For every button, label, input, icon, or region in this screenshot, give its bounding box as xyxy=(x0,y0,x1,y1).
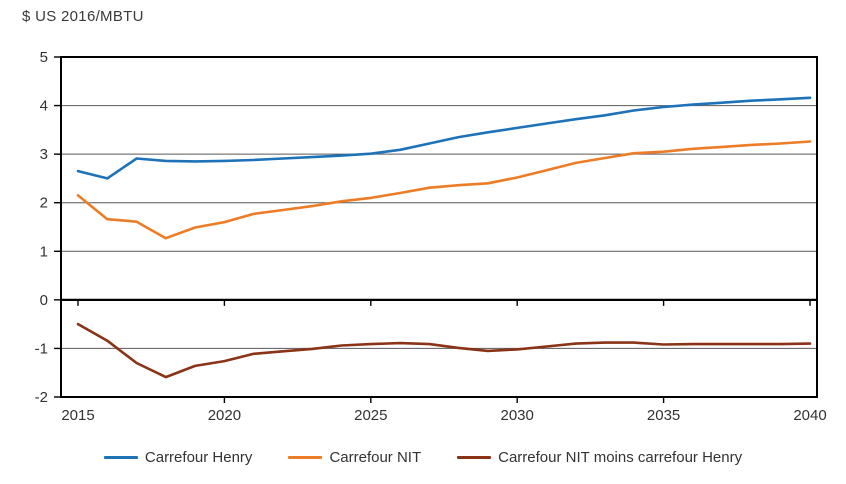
series-line-carrefour-henry xyxy=(76,96,812,180)
legend-swatch xyxy=(103,456,138,459)
legend-swatch xyxy=(457,456,492,459)
plot-border xyxy=(60,56,818,398)
y-tick-label: 0 xyxy=(40,292,48,309)
legend-label: Carrefour NIT moins carrefour Henry xyxy=(498,449,743,466)
x-tick-label: 2035 xyxy=(647,407,680,424)
legend-item-carrefour-nit: Carrefour NIT xyxy=(288,449,421,466)
x-tick-label: 2015 xyxy=(61,407,94,424)
y-tick-label: -1 xyxy=(35,340,48,357)
legend-label: Carrefour NIT xyxy=(329,449,422,466)
legend: Carrefour Henry Carrefour NIT Carrefour … xyxy=(0,449,846,466)
series-line-nit-moins-henry xyxy=(76,322,812,379)
legend-item-carrefour-henry: Carrefour Henry xyxy=(103,449,253,466)
y-tick-label: 1 xyxy=(40,243,48,260)
x-tick-label: 2025 xyxy=(354,407,387,424)
x-tick-label: 2020 xyxy=(208,407,241,424)
series-line-carrefour-nit xyxy=(76,140,812,240)
legend-item-nit-moins-henry: Carrefour NIT moins carrefour Henry xyxy=(457,449,742,466)
y-tick-label: 3 xyxy=(40,146,48,163)
legend-label: Carrefour Henry xyxy=(144,449,253,466)
chart-title: $ US 2016/MBTU xyxy=(22,8,144,25)
y-tick-label: -2 xyxy=(35,389,48,406)
x-tick-label: 2030 xyxy=(501,407,534,424)
chart-svg: 2015 2020 2025 2030 2035 2040 5 4 3 2 1 0 -1 -2 xyxy=(35,49,827,424)
x-tick-label: 2040 xyxy=(793,407,826,424)
legend-swatch xyxy=(288,456,323,459)
y-tick-label: 2 xyxy=(40,195,48,212)
y-tick-label: 4 xyxy=(40,98,48,115)
y-tick-label: 5 xyxy=(40,49,48,66)
